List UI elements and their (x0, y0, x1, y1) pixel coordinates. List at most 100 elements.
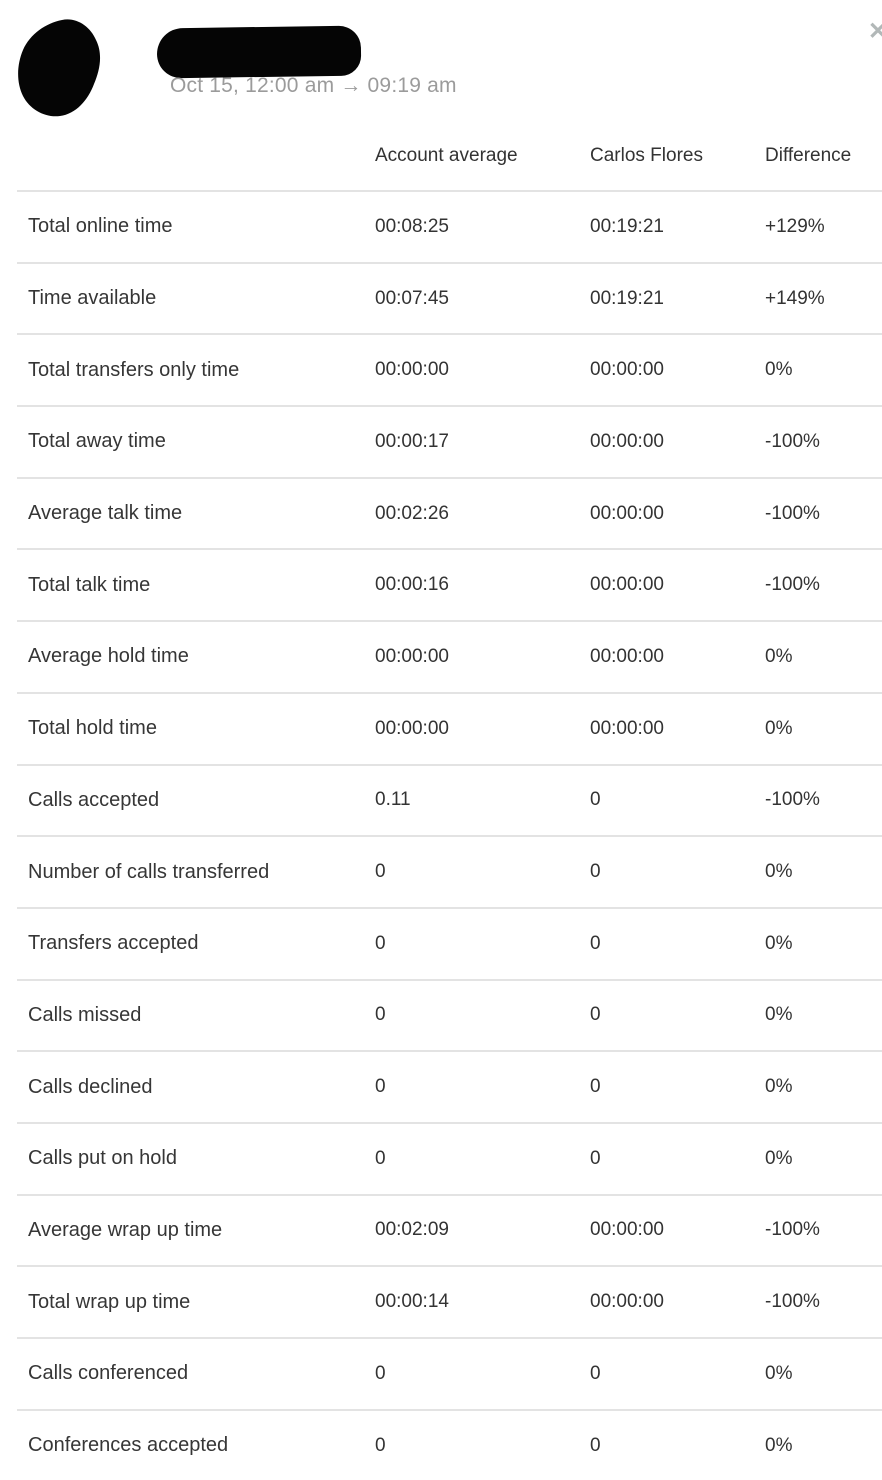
agent-value: 0 (590, 861, 601, 883)
table-row: Total talk time 00:00:16 00:00:00 -100% (17, 548, 882, 620)
difference-value: -100% (765, 502, 820, 524)
table-row: Calls conferenced 0 0 0% (17, 1337, 882, 1409)
metric-label: Average talk time (28, 502, 183, 525)
column-header-account-average: Account average (375, 145, 518, 166)
metric-label: Transfers accepted (28, 932, 199, 955)
agent-value: 00:00:00 (590, 1219, 664, 1241)
difference-value: +129% (765, 215, 825, 237)
difference-value: 0% (765, 932, 793, 954)
metric-label: Conferences accepted (28, 1434, 229, 1457)
account-average-value: 00:00:14 (375, 1291, 449, 1313)
agent-value: 00:19:21 (590, 215, 664, 237)
metric-label: Number of calls transferred (28, 860, 270, 883)
account-average-value: 0 (375, 1004, 386, 1026)
agent-value: 0 (590, 1004, 601, 1026)
date-range: Oct 15, 12:00 am → 09:19 am (170, 74, 457, 97)
metric-label: Calls missed (28, 1003, 142, 1026)
account-average-value: 00:02:09 (375, 1219, 449, 1241)
stats-table: Total online time 00:08:25 00:19:21 +129… (17, 190, 882, 1480)
difference-value: 0% (765, 1147, 793, 1169)
difference-value: -100% (765, 1219, 820, 1241)
table-row: Time available 00:07:45 00:19:21 +149% (17, 261, 882, 334)
account-average-value: 00:08:25 (375, 215, 449, 237)
account-average-value: 00:02:26 (375, 502, 449, 524)
agent-value: 00:00:00 (590, 574, 664, 596)
agent-value: 0 (590, 789, 601, 811)
difference-value: -100% (765, 574, 820, 596)
metric-label: Calls put on hold (28, 1147, 177, 1170)
table-row: Average talk time 00:02:26 00:00:00 -100… (17, 476, 882, 549)
account-average-value: 0 (375, 1362, 386, 1384)
account-average-value: 0 (375, 861, 386, 883)
difference-value: 0% (765, 1362, 793, 1384)
metric-label: Calls accepted (28, 788, 160, 811)
account-average-value: 00:00:17 (375, 430, 449, 452)
metric-label: Total hold time (28, 717, 157, 740)
agent-value: 00:19:21 (590, 287, 664, 309)
metric-label: Average hold time (28, 645, 189, 668)
table-row: Average wrap up time 00:02:09 00:00:00 -… (17, 1193, 882, 1266)
table-row: Calls put on hold 0 0 0% (17, 1121, 882, 1194)
difference-value: 0% (765, 1076, 793, 1098)
metric-label: Calls declined (28, 1075, 153, 1098)
metric-label: Total talk time (28, 573, 151, 596)
table-row: Calls missed 0 0 0% (17, 978, 882, 1051)
column-header-agent: Carlos Flores (590, 145, 703, 166)
difference-value: 0% (765, 1434, 793, 1456)
table-row: Average hold time 00:00:00 00:00:00 0% (17, 620, 882, 692)
difference-value: 0% (765, 359, 793, 381)
difference-value: 0% (765, 645, 793, 667)
avatar (18, 19, 101, 117)
metric-label: Total transfers only time (28, 358, 240, 381)
table-row: Number of calls transferred 0 0 0% (17, 835, 882, 907)
table-row: Total wrap up time 00:00:14 00:00:00 -10… (17, 1265, 882, 1337)
table-row: Total away time 00:00:17 00:00:00 -100% (17, 405, 882, 477)
difference-value: -100% (765, 789, 820, 811)
agent-value: 00:00:00 (590, 359, 664, 381)
account-average-value: 00:00:16 (375, 574, 449, 596)
close-icon[interactable]: ✕ (867, 18, 882, 45)
metric-label: Total online time (28, 215, 173, 238)
account-average-value: 00:07:45 (375, 287, 449, 309)
account-average-value: 00:00:00 (375, 645, 449, 667)
table-row: Conferences accepted 0 0 0% (17, 1408, 882, 1480)
table-row: Total transfers only time 00:00:00 00:00… (17, 333, 882, 405)
account-average-value: 0 (375, 1434, 386, 1456)
agent-value: 00:00:00 (590, 430, 664, 452)
column-headers: Account average Carlos Flores Difference (17, 140, 882, 172)
agent-value: 00:00:00 (590, 645, 664, 667)
agent-value: 00:00:00 (590, 502, 664, 524)
table-row: Calls accepted 0.11 0 -100% (17, 763, 882, 836)
account-average-value: 0 (375, 1147, 386, 1169)
table-row: Total hold time 00:00:00 00:00:00 0% (17, 691, 882, 764)
metric-label: Calls conferenced (28, 1362, 189, 1385)
metric-label: Time available (28, 287, 157, 310)
difference-value: 0% (765, 1004, 793, 1026)
agent-value: 0 (590, 932, 601, 954)
account-average-value: 00:00:00 (375, 359, 449, 381)
account-average-value: 00:00:00 (375, 717, 449, 739)
difference-value: -100% (765, 430, 820, 452)
metric-label: Total wrap up time (28, 1290, 191, 1313)
table-row: Total online time 00:08:25 00:19:21 +129… (17, 190, 882, 262)
table-row: Calls declined 0 0 0% (17, 1050, 882, 1122)
account-average-value: 0 (375, 1076, 386, 1098)
account-average-value: 0.11 (375, 789, 411, 811)
agent-value: 0 (590, 1362, 601, 1384)
redacted-name (156, 25, 362, 79)
agent-value: 0 (590, 1076, 601, 1098)
account-average-value: 0 (375, 932, 386, 954)
metric-label: Average wrap up time (28, 1218, 223, 1241)
metric-label: Total away time (28, 430, 166, 453)
column-header-difference: Difference (765, 145, 852, 166)
agent-value: 0 (590, 1434, 601, 1456)
difference-value: -100% (765, 1291, 820, 1313)
agent-value: 0 (590, 1147, 601, 1169)
difference-value: 0% (765, 861, 793, 883)
difference-value: +149% (765, 287, 825, 309)
difference-value: 0% (765, 717, 793, 739)
table-row: Transfers accepted 0 0 0% (17, 906, 882, 979)
agent-value: 00:00:00 (590, 1291, 664, 1313)
agent-value: 00:00:00 (590, 717, 664, 739)
panel-header: Oct 15, 12:00 am → 09:19 am ✕ Account av… (0, 0, 882, 190)
